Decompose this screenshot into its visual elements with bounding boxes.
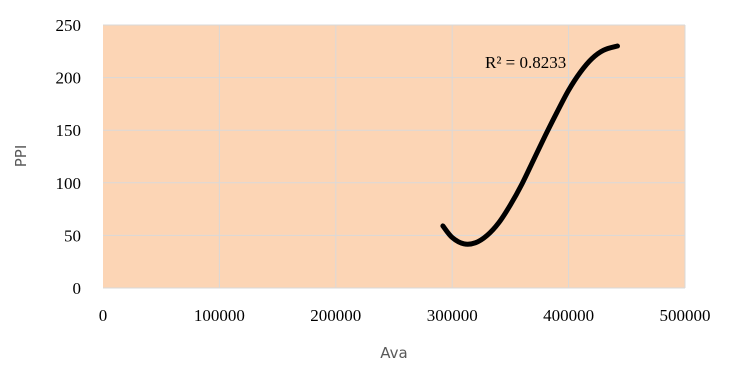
series-line — [440, 43, 620, 247]
y-tick-label: 0 — [73, 279, 82, 298]
y-tick-label: 200 — [56, 69, 82, 88]
x-tick-label: 200000 — [310, 306, 361, 325]
x-tick-label: 500000 — [660, 306, 711, 325]
y-tick-label: 250 — [56, 16, 82, 35]
x-tick-label: 0 — [99, 306, 108, 325]
y-tick-label: 50 — [64, 226, 81, 245]
x-tick-label: 300000 — [427, 306, 478, 325]
x-tick-label: 100000 — [194, 306, 245, 325]
x-tick-label: 400000 — [543, 306, 594, 325]
tick-labels: 0 100000 200000 300000 400000 500000 0 50 100 150… — [56, 16, 711, 325]
plot-area — [103, 25, 685, 288]
y-tick-label: 150 — [56, 121, 82, 140]
y-axis-title: PPI — [12, 145, 30, 168]
r-squared-annotation: R² = 0.8233 — [485, 53, 566, 72]
y-tick-label: 100 — [56, 174, 82, 193]
gridlines — [103, 24, 686, 289]
x-axis-title: Ava — [380, 344, 407, 362]
